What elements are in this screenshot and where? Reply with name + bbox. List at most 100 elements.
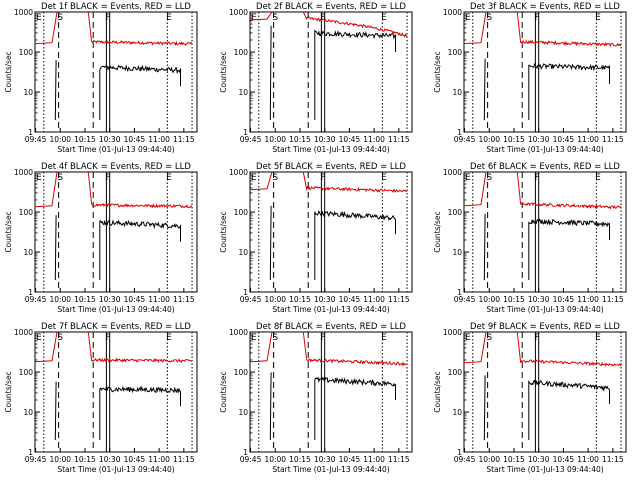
x-tick-label: 11:00 (148, 295, 170, 304)
y-tick-label: 1000 (14, 8, 33, 17)
y-axis-label: Counts/sec (4, 211, 13, 252)
x-tick-label: 10:15 (74, 295, 96, 304)
x-tick-label: 11:15 (173, 135, 195, 144)
x-tick-label: 10:45 (124, 295, 146, 304)
x-tick-label: 11:15 (388, 295, 410, 304)
events-series (54, 381, 181, 441)
plot-frame (463, 331, 627, 453)
x-tick-label: 10:45 (339, 135, 361, 144)
x-tick-label: 09:45 (240, 455, 262, 464)
x-tick-label: 10:00 (49, 135, 71, 144)
lld-series (463, 11, 622, 48)
x-tick-label: 10:00 (264, 135, 286, 144)
plot-frame (34, 11, 198, 133)
x-axis-label: Start Time (01-Jul-13 09:44:40) (272, 145, 389, 154)
event-marker-f-2: F (534, 333, 539, 343)
x-tick-label: 11:00 (577, 295, 599, 304)
lld-series (249, 331, 408, 367)
detector-panel-2: Det 2f BLACK = Events, RED = LLD 1 10 100 10… (219, 2, 413, 154)
x-tick-label: 10:30 (528, 295, 550, 304)
x-tick-label: 11:00 (577, 135, 599, 144)
x-tick-label: 11:15 (602, 135, 624, 144)
event-marker-s-1: S (57, 13, 63, 23)
events-series (269, 25, 396, 121)
y-tick-label: 1 (243, 128, 248, 137)
event-marker-e-3: E (595, 333, 601, 343)
panel-title: Det 9f BLACK = Events, RED = LLD (470, 322, 620, 332)
y-axis-label: Counts/sec (219, 51, 228, 92)
x-tick-label: 11:15 (602, 455, 624, 464)
event-marker-f-2: F (105, 333, 110, 343)
y-axis-label: Counts/sec (219, 211, 228, 252)
x-tick-label: 10:00 (49, 295, 71, 304)
panel-title: Det 6f BLACK = Events, RED = LLD (470, 162, 620, 172)
event-marker-e-0: E (251, 173, 257, 183)
x-tick-label: 11:00 (363, 135, 385, 144)
event-marker-e-0: E (465, 13, 471, 23)
event-marker-e-3: E (166, 173, 172, 183)
y-tick-label: 1000 (229, 328, 248, 337)
x-axis-label: Start Time (01-Jul-13 09:44:40) (272, 465, 389, 474)
y-tick-label: 100 (448, 48, 463, 57)
lld-series (463, 171, 622, 210)
event-marker-e-3: E (166, 13, 172, 23)
plot-frame (34, 171, 198, 293)
x-axis-label: Start Time (01-Jul-13 09:44:40) (486, 465, 603, 474)
x-tick-label: 09:45 (25, 295, 47, 304)
y-tick-label: 100 (234, 368, 249, 377)
x-tick-label: 10:00 (264, 295, 286, 304)
event-marker-e-3: E (381, 173, 387, 183)
x-tick-label: 10:45 (339, 455, 361, 464)
x-tick-label: 10:30 (99, 455, 121, 464)
plot-frame (249, 11, 413, 133)
event-marker-s-1: S (57, 333, 63, 343)
x-tick-label: 09:45 (240, 135, 262, 144)
y-tick-label: 10 (23, 408, 33, 417)
event-marker-e-3: E (166, 333, 172, 343)
y-tick-label: 1000 (229, 168, 248, 177)
events-series (54, 59, 181, 121)
x-tick-label: 11:00 (148, 455, 170, 464)
y-tick-label: 1 (457, 128, 462, 137)
x-axis-label: Start Time (01-Jul-13 09:44:40) (57, 145, 174, 154)
x-tick-label: 10:45 (124, 135, 146, 144)
event-marker-f-2: F (534, 173, 539, 183)
x-tick-label: 09:45 (454, 455, 476, 464)
x-tick-label: 09:45 (454, 295, 476, 304)
plot-frame (34, 331, 198, 453)
y-tick-label: 1 (457, 288, 462, 297)
plot-frame (463, 171, 627, 293)
lld-series (249, 11, 408, 38)
panel-title: Det 1f BLACK = Events, RED = LLD (41, 2, 191, 12)
y-tick-label: 1000 (229, 8, 248, 17)
y-tick-label: 10 (452, 408, 462, 417)
y-tick-label: 10 (23, 88, 33, 97)
x-axis-label: Start Time (01-Jul-13 09:44:40) (57, 465, 174, 474)
y-tick-label: 10 (238, 88, 248, 97)
events-series (269, 205, 396, 281)
event-marker-s-1: S (57, 173, 63, 183)
detector-panel-3: Det 3f BLACK = Events, RED = LLD 1 10 100 10… (433, 2, 627, 154)
x-tick-label: 10:30 (314, 295, 336, 304)
event-marker-e-3: E (595, 173, 601, 183)
x-tick-label: 10:45 (553, 135, 575, 144)
x-tick-label: 10:15 (74, 135, 96, 144)
event-marker-f-2: F (105, 13, 110, 23)
events-series (483, 213, 610, 281)
event-marker-s-1: S (486, 173, 492, 183)
x-tick-label: 10:45 (553, 455, 575, 464)
lld-series (463, 331, 622, 367)
y-tick-label: 1000 (14, 168, 33, 177)
x-tick-label: 10:15 (503, 295, 525, 304)
y-tick-label: 1 (243, 448, 248, 457)
x-tick-label: 10:15 (503, 135, 525, 144)
event-marker-s-1: S (272, 333, 278, 343)
x-tick-label: 10:15 (74, 455, 96, 464)
x-tick-label: 10:15 (503, 455, 525, 464)
detector-panel-7: Det 7f BLACK = Events, RED = LLD 1 10 100 10… (4, 322, 198, 474)
events-series (269, 372, 396, 441)
event-marker-s-1: S (486, 13, 492, 23)
panel-title: Det 7f BLACK = Events, RED = LLD (41, 322, 191, 332)
x-tick-label: 09:45 (25, 135, 47, 144)
x-axis-label: Start Time (01-Jul-13 09:44:40) (272, 305, 389, 314)
